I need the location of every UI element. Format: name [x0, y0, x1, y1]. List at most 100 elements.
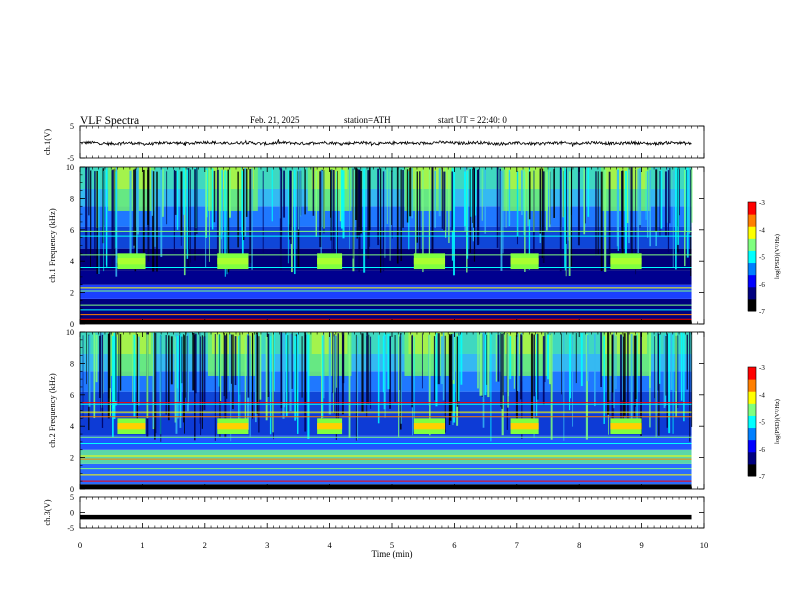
sferic-streak [154, 333, 156, 440]
sferic-streak [484, 333, 487, 396]
sferic-streak [179, 335, 180, 402]
sferic-streak [251, 168, 253, 270]
sferic-streak [567, 171, 569, 241]
sferic-streak [655, 169, 658, 232]
sferic-streak [486, 334, 488, 385]
sferic-streak [360, 170, 362, 234]
sferic-streak [221, 170, 222, 240]
sferic-streak [93, 332, 96, 419]
sferic-streak [545, 171, 548, 231]
tone-burst-core [317, 423, 343, 430]
sferic-streak [321, 170, 324, 228]
ch3-waveform-panel: 5 0 -5 ch.3(V) [42, 493, 705, 533]
sferic-streak [497, 334, 500, 382]
sferic-streak [616, 170, 619, 247]
sferic-streak [249, 168, 252, 263]
sferic-streak [133, 169, 135, 246]
sferic-streak [186, 335, 188, 404]
sferic-streak [340, 169, 343, 229]
sferic-streak [348, 336, 351, 439]
sferic-streak [502, 333, 504, 396]
sferic-streak [408, 171, 410, 250]
sferic-streak [272, 332, 274, 433]
sferic-streak [542, 336, 545, 406]
sferic-streak [312, 167, 315, 216]
sferic-streak [243, 168, 247, 236]
colorbar-frame [747, 366, 757, 477]
sferic-streak [225, 333, 228, 399]
sferic-streak [443, 171, 446, 231]
sferic-streak [323, 332, 325, 399]
sferic-streak [691, 167, 693, 223]
sferic-streak [382, 171, 385, 272]
sferic-streak [584, 167, 586, 224]
sferic-streak [88, 335, 91, 407]
sferic-streak [138, 336, 140, 406]
x-tick-label: 7 [515, 540, 519, 550]
sferic-streak [176, 335, 179, 389]
colorbar-segment [748, 379, 756, 392]
sferic-streak [563, 332, 565, 441]
frequency-band [80, 226, 692, 249]
frequency-band [80, 435, 692, 450]
sferic-streak [482, 332, 485, 428]
tone-burst-core [610, 423, 642, 430]
sferic-streak [550, 333, 553, 440]
sferic-streak [505, 169, 507, 228]
sferic-streak [613, 332, 615, 409]
sferic-streak [517, 333, 519, 392]
sferic-streak [628, 168, 630, 244]
sferic-streak [400, 334, 402, 424]
colorbar-tick-label: -3 [759, 199, 765, 207]
sferic-streak [332, 170, 335, 254]
sferic-streak [622, 336, 624, 431]
sferic-streak [281, 169, 283, 237]
sferic-streak [155, 332, 157, 434]
sferic-streak [487, 332, 490, 398]
colorbar-tick-label: -4 [759, 391, 765, 399]
sferic-streak [336, 171, 337, 259]
sferic-streak [675, 167, 677, 270]
sferic-streak [103, 170, 105, 272]
sferic-streak [339, 168, 342, 222]
y-tick-label: 5 [70, 493, 74, 502]
sferic-streak [444, 335, 446, 433]
sferic-streak [224, 171, 225, 264]
sferic-streak [226, 171, 228, 275]
sferic-streak [422, 169, 424, 273]
sferic-streak [568, 171, 571, 276]
sferic-streak [657, 332, 659, 391]
sferic-streak [659, 334, 661, 384]
sferic-streak [429, 334, 431, 436]
sferic-streak [677, 335, 679, 409]
sferic-streak [331, 169, 333, 265]
sferic-streak [180, 333, 182, 418]
sferic-streak [524, 171, 526, 272]
sferic-streak [238, 336, 240, 431]
ch1-trace [80, 139, 692, 147]
colorbar-segment [748, 415, 756, 429]
sferic-streak [256, 334, 258, 414]
sferic-streak [273, 332, 275, 392]
colorbar-segment [748, 286, 756, 300]
colorbar-segment [748, 214, 756, 227]
sferic-streak [575, 333, 577, 384]
sferic-streak [294, 336, 297, 421]
tone-burst-core [217, 258, 249, 265]
sferic-streak [333, 334, 335, 414]
y-tick-label: 8 [70, 194, 74, 203]
sferic-streak [670, 333, 673, 390]
sferic-streak [627, 332, 629, 421]
sferic-streak [224, 169, 226, 277]
sferic-streak [640, 332, 642, 436]
colorbar-segment [748, 367, 756, 380]
ch2-colorbar: -3 -4 -5 -6 -7 log(PSD)(V²/Hz) [747, 364, 781, 481]
sferic-streak [328, 332, 331, 415]
x-tick-label: 1 [140, 540, 144, 550]
sferic-streak [142, 169, 145, 253]
sferic-streak [245, 168, 248, 217]
sferic-streak [450, 334, 453, 414]
sferic-streak [363, 168, 366, 273]
sferic-streak [180, 171, 183, 237]
sferic-streak [609, 336, 611, 401]
